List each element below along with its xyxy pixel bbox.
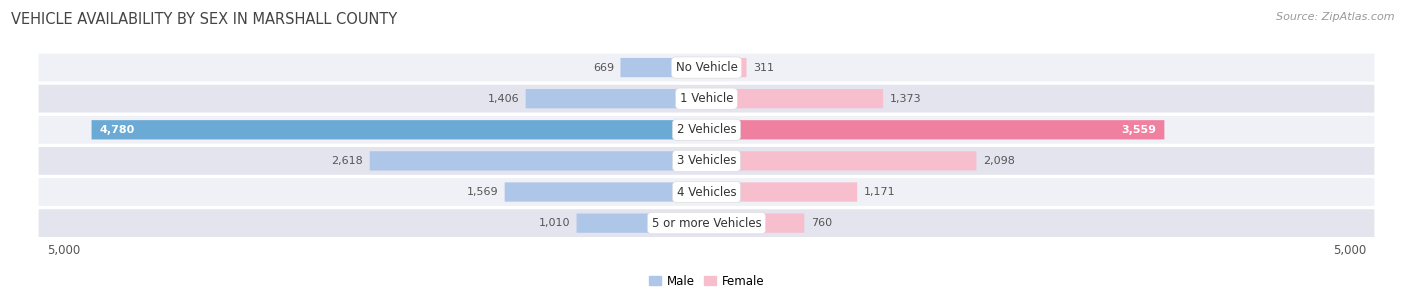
- Text: 3,559: 3,559: [1122, 125, 1157, 135]
- FancyBboxPatch shape: [38, 53, 1375, 83]
- Text: 5 or more Vehicles: 5 or more Vehicles: [651, 217, 762, 230]
- Text: 1 Vehicle: 1 Vehicle: [679, 92, 734, 105]
- FancyBboxPatch shape: [620, 58, 707, 77]
- FancyBboxPatch shape: [707, 182, 858, 202]
- Text: Source: ZipAtlas.com: Source: ZipAtlas.com: [1277, 12, 1395, 22]
- Text: 760: 760: [811, 218, 832, 228]
- FancyBboxPatch shape: [707, 89, 883, 108]
- FancyBboxPatch shape: [38, 177, 1375, 207]
- FancyBboxPatch shape: [370, 151, 707, 170]
- Text: 1,010: 1,010: [538, 218, 571, 228]
- FancyBboxPatch shape: [707, 58, 747, 77]
- Legend: Male, Female: Male, Female: [644, 270, 769, 293]
- Text: 669: 669: [593, 62, 614, 73]
- FancyBboxPatch shape: [526, 89, 707, 108]
- FancyBboxPatch shape: [576, 214, 707, 233]
- FancyBboxPatch shape: [707, 214, 804, 233]
- FancyBboxPatch shape: [38, 208, 1375, 238]
- Text: 4,780: 4,780: [100, 125, 135, 135]
- FancyBboxPatch shape: [91, 120, 707, 140]
- Text: No Vehicle: No Vehicle: [675, 61, 738, 74]
- Text: 4 Vehicles: 4 Vehicles: [676, 185, 737, 199]
- Text: 2,618: 2,618: [332, 156, 363, 166]
- Text: 2 Vehicles: 2 Vehicles: [676, 123, 737, 136]
- Text: 311: 311: [754, 62, 773, 73]
- FancyBboxPatch shape: [38, 115, 1375, 145]
- FancyBboxPatch shape: [38, 146, 1375, 176]
- Text: 2,098: 2,098: [983, 156, 1015, 166]
- FancyBboxPatch shape: [38, 84, 1375, 114]
- Text: VEHICLE AVAILABILITY BY SEX IN MARSHALL COUNTY: VEHICLE AVAILABILITY BY SEX IN MARSHALL …: [11, 12, 398, 27]
- Text: 3 Vehicles: 3 Vehicles: [676, 155, 737, 167]
- FancyBboxPatch shape: [707, 120, 1164, 140]
- FancyBboxPatch shape: [707, 151, 976, 170]
- Text: 1,171: 1,171: [863, 187, 896, 197]
- FancyBboxPatch shape: [505, 182, 707, 202]
- Text: 1,406: 1,406: [488, 94, 519, 104]
- Text: 1,569: 1,569: [467, 187, 498, 197]
- Text: 1,373: 1,373: [890, 94, 921, 104]
